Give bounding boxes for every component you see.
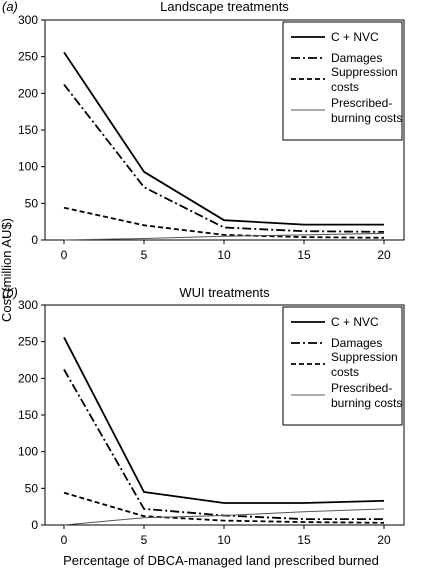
y-axis-label: Cost (million AU$): [0, 218, 14, 322]
y-tick-label: 200: [18, 86, 38, 100]
x-tick-label: 5: [141, 248, 148, 262]
x-tick-label: 15: [297, 533, 311, 547]
legend: [282, 306, 403, 426]
legend-label: Prescribed-burning costs: [331, 96, 402, 125]
legend-label: C + NVC: [331, 30, 379, 44]
legend-label: Prescribed-burning costs: [331, 381, 402, 410]
x-tick-label: 15: [297, 248, 311, 262]
x-tick-label: 20: [377, 533, 391, 547]
x-tick-label: 0: [61, 533, 68, 547]
y-tick-label: 150: [18, 123, 38, 137]
legend: [282, 21, 403, 141]
x-tick-label: 0: [61, 248, 68, 262]
x-tick-label: 10: [217, 533, 231, 547]
y-tick-label: 100: [18, 445, 38, 459]
series-line-suppression-costs: [63, 206, 385, 239]
chart-title: WUI treatments: [179, 285, 270, 300]
y-tick-label: 300: [18, 298, 38, 312]
legend-label: Damages: [331, 336, 382, 350]
y-tick-label: 300: [18, 13, 38, 27]
x-tick-label: 20: [377, 248, 391, 262]
series-line-prescribed-burning-costs: [63, 232, 385, 241]
y-tick-label: 100: [18, 160, 38, 174]
x-tick-label: 10: [217, 248, 231, 262]
y-tick-label: 200: [18, 371, 38, 385]
y-tick-label: 250: [18, 50, 38, 64]
y-tick-label: 50: [25, 196, 39, 210]
series-line-suppression-costs: [63, 491, 385, 524]
x-tick-label: 5: [141, 533, 148, 547]
y-tick-label: 250: [18, 335, 38, 349]
series-line-c-nvc: [63, 51, 384, 226]
panel-label: (b): [2, 285, 18, 300]
panel-label: (a): [2, 0, 18, 14]
y-tick-label: 150: [18, 408, 38, 422]
legend-label: Suppression costs: [331, 65, 398, 94]
legend-label: C + NVC: [331, 315, 379, 329]
x-axis-label: Percentage of DBCA-managed land prescrib…: [63, 553, 379, 568]
series-line-damages: [63, 83, 385, 233]
panel-a: (a) Landscape treatments05010015020025030…: [2, 0, 405, 262]
legend-label: Damages: [331, 51, 382, 65]
series-line-prescribed-burning-costs: [63, 508, 385, 526]
chart-title: Landscape treatments: [160, 0, 289, 14]
y-tick-label: 0: [31, 518, 38, 532]
y-tick-label: 0: [31, 233, 38, 247]
y-tick-label: 50: [25, 481, 39, 495]
legend-label: Suppression costs: [331, 350, 398, 379]
panel-b: (b) WUI treatments 0 50 100 150 200 250 300 0 5 10 1…: [2, 285, 405, 547]
series-line-c-nvc: [63, 336, 385, 504]
